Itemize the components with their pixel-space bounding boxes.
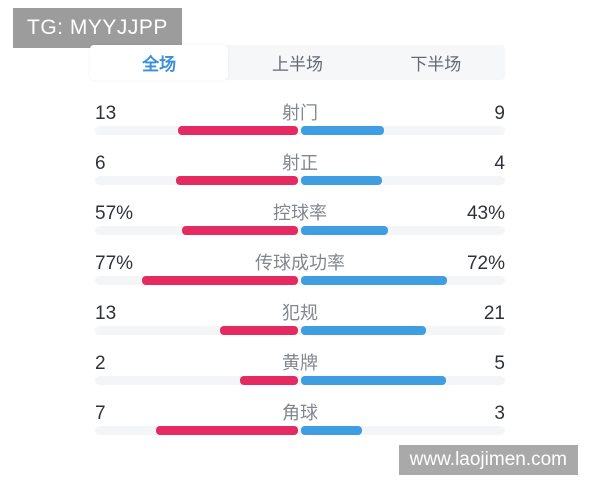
home-bar (178, 126, 298, 135)
stat-label: 角球 (282, 403, 318, 423)
stat-bar-track (95, 326, 505, 335)
away-value: 9 (494, 103, 505, 124)
away-value: 43% (466, 203, 505, 224)
stat-label: 黄牌 (282, 353, 318, 373)
stat-label: 犯规 (282, 303, 318, 323)
stat-label: 射正 (282, 153, 318, 173)
tg-badge: TG: MYYJJPP (13, 8, 182, 48)
stat-label: 控球率 (273, 203, 327, 223)
away-bar (301, 426, 362, 435)
stat-row-text: 57% 控球率 43% (95, 199, 505, 224)
away-bar (301, 226, 388, 235)
tab-full-match[interactable]: 全场 (90, 45, 229, 80)
stat-bar-track (95, 176, 505, 185)
away-bar (301, 276, 447, 285)
home-value: 57% (95, 203, 134, 224)
tab-label: 下半场 (410, 55, 462, 74)
tab-first-half[interactable]: 上半场 (228, 45, 366, 80)
stat-row-text: 13 射门 9 (95, 99, 505, 124)
home-value: 13 (95, 303, 117, 324)
home-bar (176, 176, 298, 185)
home-value: 13 (95, 103, 117, 124)
away-bar (301, 376, 446, 385)
away-value: 3 (494, 403, 505, 424)
stat-row: 7 角球 3 (95, 390, 505, 440)
home-value: 7 (95, 403, 106, 424)
home-bar (182, 226, 298, 235)
tab-label: 全场 (142, 55, 177, 74)
home-value: 77% (95, 253, 134, 274)
stat-row-text: 77% 传球成功率 72% (95, 249, 505, 274)
stat-bar-track (95, 126, 505, 135)
period-tabs: 全场 上半场 下半场 (90, 45, 505, 80)
stat-row: 57% 控球率 43% (95, 190, 505, 240)
home-value: 2 (95, 353, 106, 374)
home-bar (156, 426, 298, 435)
stat-label: 射门 (282, 103, 318, 123)
stat-bar-track (95, 226, 505, 235)
stat-bar-track (95, 376, 505, 385)
stat-label: 传球成功率 (255, 253, 345, 273)
away-bar (301, 326, 426, 335)
away-value: 21 (483, 303, 505, 324)
away-value: 4 (494, 153, 505, 174)
stat-row-text: 6 射正 4 (95, 149, 505, 174)
away-value: 5 (494, 353, 505, 374)
home-value: 6 (95, 153, 106, 174)
stat-row-text: 2 黄牌 5 (95, 349, 505, 374)
stat-row-text: 7 角球 3 (95, 399, 505, 424)
stats-list: 13 射门 9 6 射正 4 57% 控球率 43% (95, 90, 505, 440)
tab-label: 上半场 (271, 55, 323, 74)
stat-row-text: 13 犯规 21 (95, 299, 505, 324)
tab-second-half[interactable]: 下半场 (367, 45, 505, 80)
home-bar (240, 376, 298, 385)
stat-row: 77% 传球成功率 72% (95, 240, 505, 290)
stat-row: 13 射门 9 (95, 90, 505, 140)
stat-row: 2 黄牌 5 (95, 340, 505, 390)
home-bar (142, 276, 298, 285)
away-value: 72% (466, 253, 505, 274)
stat-bar-track (95, 276, 505, 285)
stat-row: 6 射正 4 (95, 140, 505, 190)
home-bar (220, 326, 298, 335)
watermark: www.laojimen.com (398, 445, 578, 475)
away-bar (301, 126, 384, 135)
stat-row: 13 犯规 21 (95, 290, 505, 340)
away-bar (301, 176, 382, 185)
stat-bar-track (95, 426, 505, 435)
